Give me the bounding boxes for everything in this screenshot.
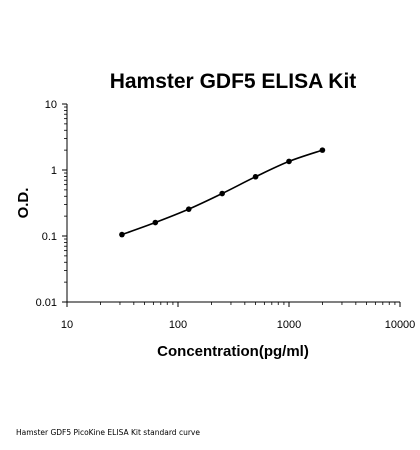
data-point [252, 173, 259, 180]
data-point [286, 158, 292, 165]
data-point [152, 219, 159, 226]
y-tick-label: 0.1 [42, 231, 57, 243]
x-tick-label: 10000 [385, 319, 416, 331]
data-point [219, 190, 225, 197]
data-point [319, 147, 326, 153]
data-point [185, 206, 192, 212]
x-tick-label: 1000 [277, 319, 301, 331]
chart-caption: Hamster GDF5 PicoKine ELISA Kit standard… [16, 428, 200, 437]
x-tick-label: 10 [61, 319, 73, 331]
x-tick-label: 100 [169, 319, 187, 331]
data-point [119, 231, 125, 238]
y-tick-label: 1 [51, 165, 57, 177]
y-axis-label: O.D. [15, 188, 32, 219]
x-axis-label: Concentration(pg/ml) [157, 343, 309, 360]
y-tick-label: 0.01 [36, 297, 57, 309]
plot-area: 0.01 0.1 1 10 10 100 1000 10000 [36, 99, 416, 331]
y-tick-label: 10 [45, 99, 57, 111]
chart-title: Hamster GDF5 ELISA Kit [110, 70, 357, 93]
